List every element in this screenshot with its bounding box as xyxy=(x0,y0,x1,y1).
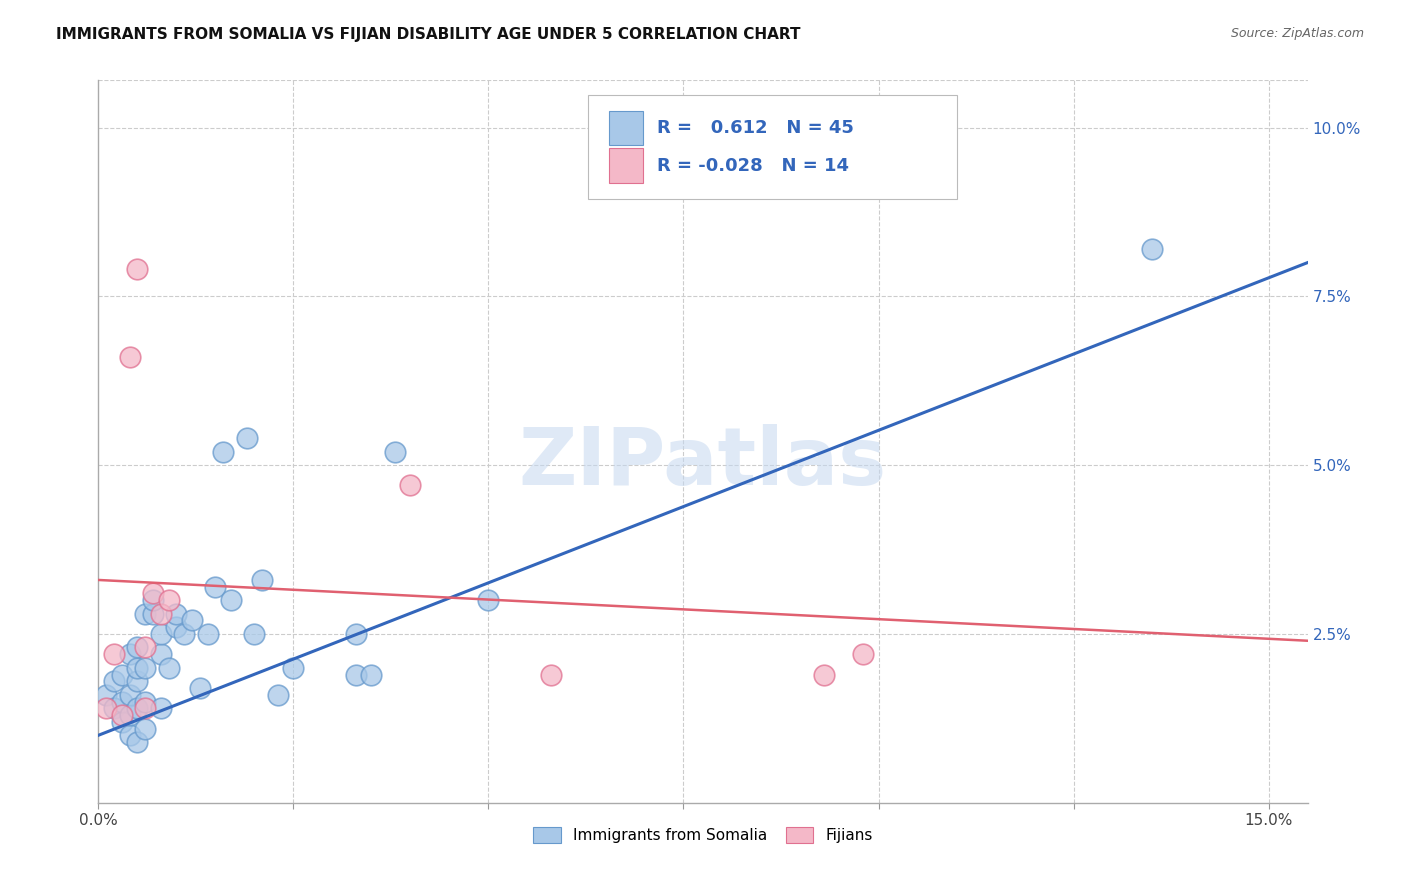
Text: Source: ZipAtlas.com: Source: ZipAtlas.com xyxy=(1230,27,1364,40)
Point xyxy=(360,667,382,681)
Point xyxy=(96,688,118,702)
Point xyxy=(134,701,156,715)
Point xyxy=(852,647,875,661)
Point xyxy=(142,586,165,600)
Point xyxy=(118,688,141,702)
Point xyxy=(127,661,149,675)
Point xyxy=(142,593,165,607)
Point xyxy=(181,614,204,628)
Point xyxy=(252,573,274,587)
Point xyxy=(103,701,125,715)
Point xyxy=(103,647,125,661)
Point xyxy=(111,667,134,681)
Point xyxy=(134,722,156,736)
Point xyxy=(149,607,172,621)
Point xyxy=(118,350,141,364)
Point xyxy=(127,674,149,689)
Point xyxy=(157,593,180,607)
Point xyxy=(173,627,195,641)
Point xyxy=(204,580,226,594)
Point xyxy=(127,640,149,655)
Point xyxy=(149,701,172,715)
Point xyxy=(165,607,187,621)
Text: IMMIGRANTS FROM SOMALIA VS FIJIAN DISABILITY AGE UNDER 5 CORRELATION CHART: IMMIGRANTS FROM SOMALIA VS FIJIAN DISABI… xyxy=(56,27,801,42)
Point xyxy=(118,708,141,723)
Point xyxy=(1140,242,1163,256)
Point xyxy=(142,607,165,621)
Point xyxy=(235,431,257,445)
Point xyxy=(813,667,835,681)
Point xyxy=(118,728,141,742)
Point xyxy=(111,694,134,708)
Point xyxy=(344,627,367,641)
Bar xyxy=(609,111,643,145)
Point xyxy=(149,647,172,661)
Point xyxy=(399,478,422,492)
Point xyxy=(118,647,141,661)
Point xyxy=(103,674,125,689)
Point xyxy=(197,627,219,641)
Text: R =   0.612   N = 45: R = 0.612 N = 45 xyxy=(657,119,853,137)
FancyBboxPatch shape xyxy=(588,95,957,200)
Point xyxy=(344,667,367,681)
Point xyxy=(127,735,149,749)
Point xyxy=(283,661,305,675)
Point xyxy=(188,681,211,695)
Point xyxy=(219,593,242,607)
Point xyxy=(111,708,134,723)
Point xyxy=(134,661,156,675)
Point xyxy=(134,607,156,621)
Point xyxy=(111,714,134,729)
Point xyxy=(127,701,149,715)
Point xyxy=(165,620,187,634)
Point xyxy=(149,627,172,641)
Point xyxy=(134,694,156,708)
Point xyxy=(540,667,562,681)
Point xyxy=(477,593,499,607)
Text: ZIPatlas: ZIPatlas xyxy=(519,425,887,502)
Point xyxy=(212,444,235,458)
Point xyxy=(267,688,290,702)
Text: R = -0.028   N = 14: R = -0.028 N = 14 xyxy=(657,156,849,175)
Point xyxy=(384,444,406,458)
Point xyxy=(243,627,266,641)
Bar xyxy=(609,148,643,183)
Point xyxy=(134,640,156,655)
Point xyxy=(127,262,149,277)
Point xyxy=(157,661,180,675)
Legend: Immigrants from Somalia, Fijians: Immigrants from Somalia, Fijians xyxy=(527,821,879,849)
Point xyxy=(96,701,118,715)
Y-axis label: Disability Age Under 5: Disability Age Under 5 xyxy=(0,349,8,534)
